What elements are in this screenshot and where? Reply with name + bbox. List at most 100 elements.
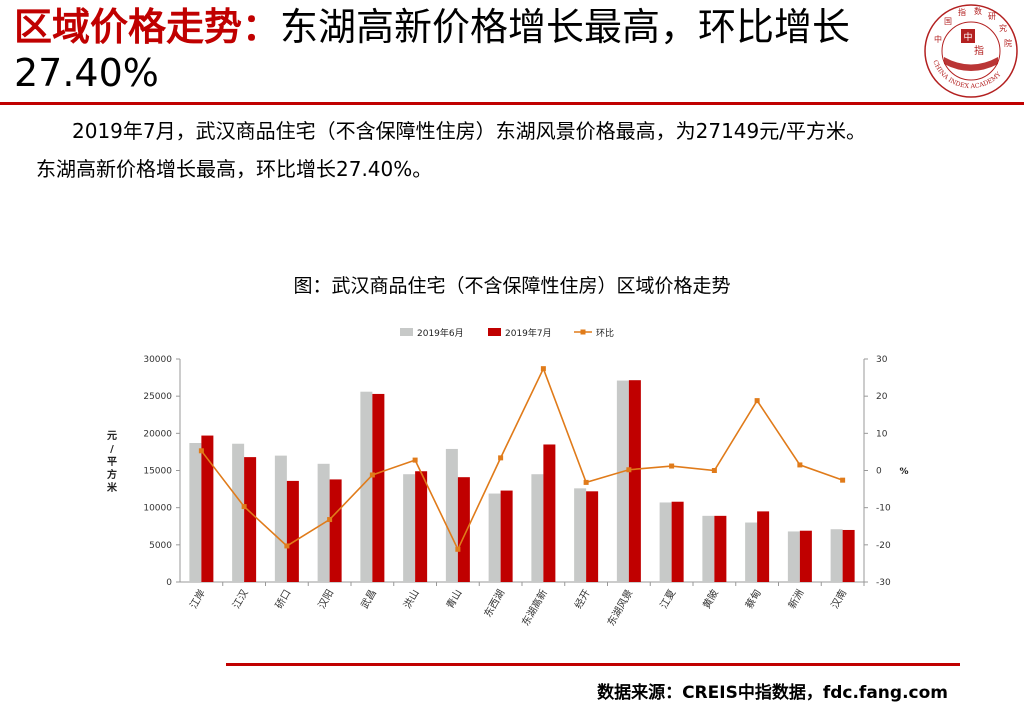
bar-june (274, 455, 287, 582)
y-left-tick-label: 15000 (143, 467, 172, 477)
bar-july (201, 435, 214, 582)
bar-june (830, 529, 843, 582)
data-source: 数据来源：CREIS中指数据，fdc.fang.com (597, 683, 948, 703)
x-category-label: 江夏 (658, 588, 678, 611)
x-category-label: 汉南 (828, 587, 849, 611)
logo-center-right: 指 (974, 44, 984, 57)
region-price-chart: 0 5000 10000 15000 20000 25000 30000 -30 -20 -10 0… (107, 327, 909, 628)
logo-char-0: 中 (934, 34, 942, 44)
y-left-axis-label-char: 方 (107, 468, 117, 481)
logo-center-left: 中 (963, 31, 972, 43)
bar-july (628, 380, 641, 582)
y-left-axis-label-char: 平 (107, 456, 117, 468)
bar-july (500, 490, 513, 582)
line-marker (412, 457, 418, 463)
y-right-tick-label: 10 (876, 429, 888, 439)
line-marker (241, 504, 247, 510)
bar-june (488, 493, 501, 582)
bar-june (360, 391, 373, 582)
y-right-tick-label: -30 (876, 578, 891, 588)
line-marker (840, 477, 846, 483)
y-right-tick-label: 0 (876, 467, 882, 477)
x-category-label: 东湖高新 (519, 587, 550, 628)
bar-june (787, 531, 800, 582)
title-divider (0, 102, 1024, 105)
bar-july (457, 477, 470, 582)
line-marker (797, 462, 803, 468)
y-left-tick-label: 20000 (143, 429, 172, 439)
footer-divider (226, 663, 960, 666)
y-right-tick-label: -10 (876, 504, 891, 514)
logo-char-3: 数 (974, 6, 982, 16)
bar-june (232, 443, 245, 582)
x-category-label: 硚口 (273, 588, 293, 611)
bar-july (244, 457, 257, 582)
y-right-axis-label: % (899, 467, 908, 477)
bar-july (671, 501, 684, 582)
bar-july (757, 511, 770, 582)
y-left-axis-label-char: / (110, 444, 114, 455)
line-mom-change (200, 366, 843, 552)
x-category-label: 武昌 (358, 587, 379, 611)
y-left-axis-label-char: 元 (107, 430, 117, 442)
x-category-label: 新洲 (785, 587, 806, 611)
x-category-label: 蔡甸 (742, 587, 763, 611)
logo-char-2: 指 (958, 7, 966, 17)
bar-june (531, 474, 544, 582)
line-marker (498, 455, 504, 461)
y-left-tick-label: 30000 (143, 355, 172, 365)
x-category-label: 江汉 (230, 588, 250, 611)
bar-june (574, 488, 587, 582)
legend-label: 2019年7月 (505, 327, 552, 339)
chart-caption: 图：武汉商品住宅（不含保障性住房）区域价格走势 (293, 275, 731, 297)
bar-june (403, 474, 416, 582)
x-category-label: 东西湖 (481, 587, 507, 619)
bar-july (714, 515, 727, 582)
x-category-label: 江岸 (188, 588, 208, 611)
body-paragraph-1: 2019年7月，武汉商品住宅（不含保障性住房）东湖风景价格最高，为27149元/… (72, 119, 866, 143)
x-category-label: 青山 (443, 587, 464, 611)
line-marker (583, 479, 589, 485)
bar-june (189, 442, 202, 582)
logo-char-6: 院 (1004, 38, 1012, 48)
y-left-tick-label: 0 (166, 578, 172, 588)
bar-june (745, 522, 758, 582)
legend-swatch (400, 328, 413, 336)
line-marker (626, 467, 632, 473)
y-left-tick-label: 10000 (143, 504, 172, 514)
bar-june (702, 515, 715, 582)
page-title: 区域价格走势：东湖高新价格增长最高，环比增长27.40% (14, 4, 914, 96)
title-highlight: 区域价格走势： (14, 5, 281, 49)
y-right-tick-label: 30 (876, 355, 888, 365)
line-marker (754, 398, 760, 404)
bar-july (799, 530, 812, 582)
line-marker (540, 366, 546, 372)
bar-july (586, 491, 599, 582)
legend-swatch (488, 328, 501, 336)
bar-july (286, 480, 299, 582)
bar-july (543, 444, 556, 582)
x-category-label: 黄陂 (700, 587, 721, 611)
line-marker (669, 463, 675, 469)
body-text: 2019年7月，武汉商品住宅（不含保障性住房）东湖风景价格最高，为27149元/… (36, 112, 996, 188)
logo-char-1: 国 (944, 17, 952, 26)
x-category-label: 洪山 (401, 588, 421, 611)
bar-june (616, 380, 629, 582)
line-marker (455, 546, 461, 552)
line-marker (327, 517, 333, 523)
logo-char-5: 究 (999, 23, 1007, 33)
bar-june (659, 502, 672, 582)
logo-char-4: 研 (988, 12, 996, 21)
body-paragraph-2: 东湖高新价格增长最高，环比增长27.40%。 (36, 157, 433, 181)
legend-label: 2019年6月 (417, 327, 464, 339)
y-left-tick-label: 5000 (149, 541, 172, 551)
line-marker (284, 543, 290, 549)
china-index-academy-logo: 中 指 中 国 指 数 研 究 院 CHINA INDEX ACADEMY (924, 4, 1018, 98)
line-marker (369, 472, 375, 478)
line-marker (711, 468, 717, 473)
y-right-tick-label: 20 (876, 392, 888, 402)
title-rest: 东湖高新价格增长最高，环比增长27.40% (14, 5, 851, 95)
bar-july (372, 393, 385, 582)
bar-july (842, 529, 855, 582)
bar-july (329, 479, 342, 582)
